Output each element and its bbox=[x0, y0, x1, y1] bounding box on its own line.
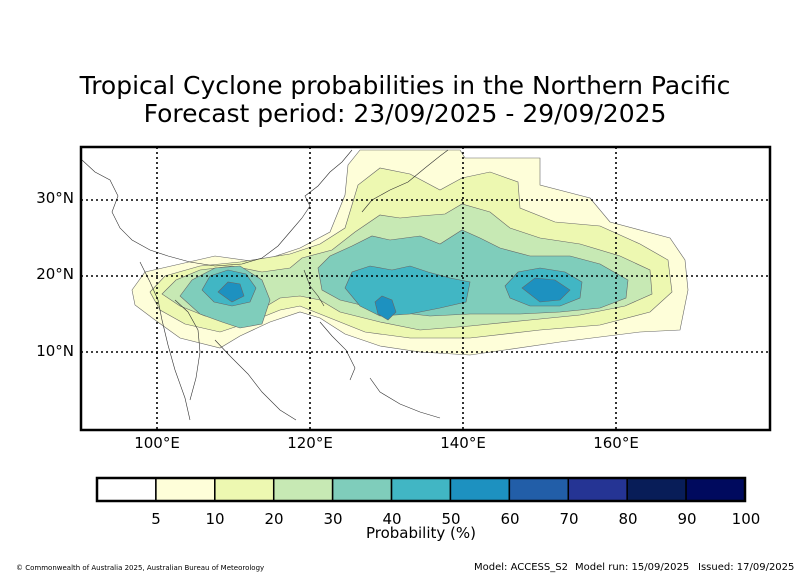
colorbar-tick-90: 90 bbox=[677, 510, 697, 528]
colorbar-tick-20: 20 bbox=[264, 510, 284, 528]
title-line-2: Forecast period: 23/09/2025 - 29/09/2025 bbox=[143, 99, 667, 128]
colorbar-tick-10: 10 bbox=[205, 510, 225, 528]
lat-label-20n: 20°N bbox=[36, 265, 74, 283]
colorbar-segment bbox=[96, 477, 157, 502]
colorbar-segment bbox=[272, 477, 334, 502]
colorbar-segment bbox=[626, 477, 687, 502]
colorbar-tick-80: 80 bbox=[618, 510, 638, 528]
colorbar-segment bbox=[685, 477, 746, 502]
colorbar-tick-40: 40 bbox=[382, 510, 402, 528]
lon-label-140e: 140°E bbox=[440, 434, 486, 452]
contour-50 bbox=[217, 281, 245, 303]
colorbar-segment bbox=[567, 477, 628, 502]
lon-label-100e: 100°E bbox=[134, 434, 180, 452]
colorbar-frame bbox=[95, 476, 747, 503]
footer-copyright: © Commonwealth of Australia 2025, Austra… bbox=[16, 564, 265, 572]
map-frame bbox=[79, 145, 772, 432]
colorbar-segment bbox=[331, 477, 393, 502]
colorbar-tick-60: 60 bbox=[500, 510, 520, 528]
colorbar-tick-30: 30 bbox=[323, 510, 343, 528]
contour-50b bbox=[374, 295, 397, 321]
contour-50c bbox=[521, 277, 571, 303]
lat-label-30n: 30°N bbox=[36, 189, 74, 207]
footer-model-run: Model run: 15/09/2025 bbox=[575, 562, 690, 573]
gridlines bbox=[81, 147, 770, 430]
colorbar-title: Probability (%) bbox=[365, 524, 477, 542]
colorbar-tick-70: 70 bbox=[559, 510, 579, 528]
probability-contours bbox=[131, 149, 689, 356]
colorbar-tick-100: 100 bbox=[731, 510, 761, 528]
colorbar-tick-50: 50 bbox=[441, 510, 461, 528]
colorbar-segment bbox=[155, 477, 216, 502]
colorbar-segment bbox=[508, 477, 570, 502]
lon-label-120e: 120°E bbox=[287, 434, 333, 452]
colorbar-segment bbox=[390, 477, 452, 502]
colorbar-segment bbox=[449, 477, 511, 502]
footer-model: Model: ACCESS_S2 bbox=[474, 562, 568, 573]
colorbar-tick-5: 5 bbox=[151, 510, 161, 528]
colorbar-segment bbox=[214, 477, 275, 502]
lon-label-160e: 160°E bbox=[593, 434, 639, 452]
lat-label-10n: 10°N bbox=[36, 342, 74, 360]
title-line-1: Tropical Cyclone probabilities in the No… bbox=[79, 71, 731, 100]
colorbar bbox=[96, 477, 746, 502]
footer-issued: Issued: 17/09/2025 bbox=[698, 562, 795, 573]
